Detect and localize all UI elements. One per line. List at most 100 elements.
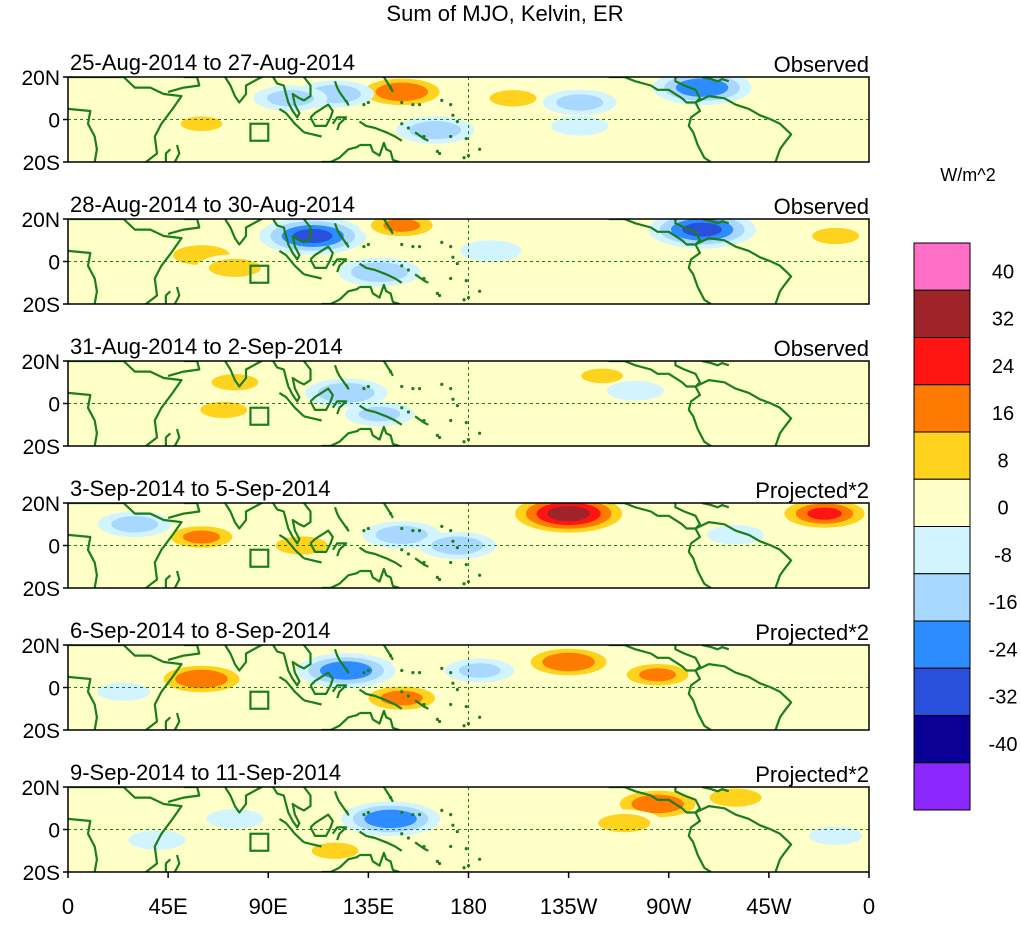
coastline — [68, 219, 183, 304]
island-dot — [411, 529, 415, 533]
map-panel: 20N 0 20S 25-Aug-2014 to 27-Aug-2014 Observe… — [21, 50, 870, 175]
anomaly-blob — [542, 89, 617, 116]
panel-date-range: 25-Aug-2014 to 27-Aug-2014 — [70, 50, 355, 75]
coastline — [68, 361, 183, 446]
colorbar-label: -40 — [989, 734, 1018, 756]
contour-level — [556, 94, 604, 111]
coastline — [608, 787, 702, 814]
island-dot — [449, 813, 453, 817]
panel-type: Projected*2 — [755, 762, 869, 787]
island-dot — [462, 724, 466, 728]
anomaly-blob — [206, 809, 264, 829]
island-dot — [400, 810, 404, 815]
island-dot — [400, 122, 404, 126]
island-dot — [389, 86, 393, 90]
latitude-label: 20N — [21, 67, 60, 90]
contour-level — [484, 556, 542, 577]
island-dot — [417, 671, 422, 675]
coastline — [414, 557, 429, 568]
anomaly-blob — [197, 369, 272, 396]
panel-type: Observed — [774, 52, 869, 77]
contour-level — [807, 507, 842, 520]
island-dot — [462, 440, 466, 444]
coastline — [701, 361, 730, 367]
anomaly-blob — [585, 809, 664, 837]
coastline — [223, 219, 265, 246]
anomaly-blob — [79, 101, 146, 125]
island-dot — [406, 268, 411, 272]
island-dot — [400, 832, 404, 836]
island-dot — [449, 529, 453, 533]
island-dot — [449, 418, 453, 423]
anomaly-blob — [558, 222, 624, 246]
coastline — [687, 669, 712, 730]
index-box — [249, 690, 270, 710]
island-dot — [435, 575, 439, 579]
coastline — [333, 80, 350, 106]
coastline — [303, 841, 322, 848]
colorbar-label: -32 — [989, 687, 1018, 709]
island-dot — [406, 836, 411, 840]
contour-level — [311, 842, 359, 859]
coastline — [358, 404, 403, 426]
island-dot — [462, 298, 466, 302]
coastline — [359, 283, 400, 304]
coastline — [701, 645, 730, 651]
island-dot — [366, 242, 370, 247]
island-dot — [417, 813, 422, 817]
coastline — [321, 144, 361, 162]
colorbar-swatch — [913, 384, 971, 433]
anomaly-blob — [567, 363, 637, 388]
contour-level — [581, 368, 623, 384]
anomaly-blob — [460, 240, 522, 262]
coastline — [167, 645, 201, 661]
coastline — [278, 391, 305, 418]
island-dot — [366, 384, 370, 389]
coastline — [687, 811, 712, 872]
island-dot — [366, 100, 370, 105]
island-dot — [417, 103, 422, 107]
anomaly-blob — [253, 85, 328, 112]
island-dot — [422, 560, 426, 565]
coastline — [608, 219, 702, 246]
island-dot — [462, 582, 466, 586]
longitude-label: 135E — [343, 894, 394, 919]
coastline — [68, 391, 99, 446]
map-panel: 20N 0 20S 31-Aug-2014 to 2-Sep-2014 Observed — [21, 334, 870, 459]
coastline — [687, 243, 712, 304]
coastline — [321, 854, 361, 872]
island-dot — [411, 671, 415, 675]
panel-date-range: 6-Sep-2014 to 8-Sep-2014 — [70, 618, 331, 643]
contour-level — [409, 121, 462, 140]
colorbar-swatch — [913, 526, 971, 575]
contour-level — [267, 90, 314, 107]
island-dot — [389, 228, 393, 232]
island-dot — [389, 512, 393, 516]
colorbar-swatch — [913, 667, 971, 716]
coastline — [173, 144, 181, 162]
colorbar-swatch — [913, 242, 971, 291]
coastline — [309, 103, 334, 128]
coastline — [68, 249, 99, 304]
panel-type: Projected*2 — [755, 478, 869, 503]
panel-date-range: 3-Sep-2014 to 5-Sep-2014 — [70, 476, 331, 501]
coastline — [321, 570, 361, 588]
coastline — [359, 567, 400, 588]
colorbar-label: 24 — [992, 356, 1014, 378]
coastline — [68, 503, 183, 588]
contour-level — [547, 506, 591, 522]
coastline — [701, 219, 730, 225]
panel-type: Observed — [774, 194, 869, 219]
contour-level — [707, 525, 764, 545]
anomaly-blob — [614, 659, 701, 690]
anomaly-blob — [818, 79, 869, 100]
island-dot — [451, 255, 455, 259]
island-dot — [417, 529, 422, 533]
colorbar-label: 0 — [997, 498, 1008, 520]
island-dot — [411, 387, 415, 391]
contour-level — [97, 682, 151, 701]
anomaly-blob — [747, 659, 813, 682]
anomaly-blob — [396, 116, 475, 144]
map-panel: 20N 0 20S 9-Sep-2014 to 11-Sep-2014 Projecte… — [21, 760, 870, 885]
coastline — [359, 141, 400, 162]
